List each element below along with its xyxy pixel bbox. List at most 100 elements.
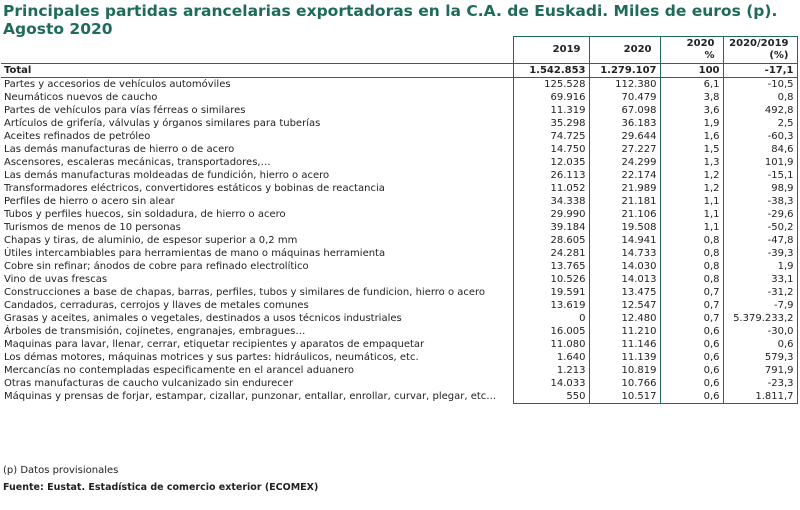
row-label: Útiles intercambiables para herramientas… <box>4 248 386 259</box>
row-value: 74.725 <box>512 130 589 143</box>
row-value: 3,8 <box>659 91 723 104</box>
row-value: -17,1 <box>722 63 798 78</box>
row-value: 0,6 <box>659 338 723 351</box>
row-value: 14.750 <box>512 143 589 156</box>
row-value: 550 <box>512 390 589 404</box>
row-value: 13.619 <box>512 299 589 312</box>
row-value: 1,3 <box>659 156 723 169</box>
row-value: 1,9 <box>722 260 798 273</box>
row-label: Otras manufacturas de caucho vulcanizado… <box>4 378 294 389</box>
row-value: -10,5 <box>722 77 798 91</box>
row-value: 13.765 <box>512 260 589 273</box>
row-value: 14.941 <box>588 234 660 247</box>
row-value: -23,3 <box>722 377 798 390</box>
row-value: 19.508 <box>588 221 660 234</box>
row-value: 1.213 <box>512 364 589 377</box>
exports-table: 2019 2020 2020 % 2020/2019 (%) Total 1.54… <box>1 36 798 404</box>
row-value: 0 <box>512 312 589 325</box>
row-label: Grasas y aceites, animales o vegetales, … <box>4 313 402 324</box>
row-label: Chapas y tiras, de aluminio, de espesor … <box>4 235 298 246</box>
total-row: Total 1.542.853 1.279.107 100 -17,1 <box>1 63 798 78</box>
row-value: 10.766 <box>588 377 660 390</box>
row-value: 1,1 <box>659 221 723 234</box>
table-row: Ascensores, escaleras mecánicas, transpo… <box>1 156 798 169</box>
row-value: 0,6 <box>659 390 723 404</box>
row-value: 35.298 <box>512 117 589 130</box>
row-value: 21.106 <box>588 208 660 221</box>
row-value: 14.030 <box>588 260 660 273</box>
row-value: -29,6 <box>722 208 798 221</box>
row-value: 100 <box>659 63 723 78</box>
row-value: 0,8 <box>659 260 723 273</box>
table-row: Las demás manufacturas de hierro o de ac… <box>1 143 798 156</box>
row-label: Las demás manufacturas de hierro o de ac… <box>4 144 235 155</box>
row-label: Las demás manufacturas moldeadas de fund… <box>4 170 330 181</box>
row-value: 0,6 <box>659 325 723 338</box>
column-header: 2020/2019 (%) <box>722 36 798 64</box>
row-label: Cobre sin refinar; ánodos de cobre para … <box>4 261 309 272</box>
row-value: 579,3 <box>722 351 798 364</box>
row-label: Partes de vehículos para vías férreas o … <box>4 105 246 116</box>
row-value: 0,7 <box>659 299 723 312</box>
source-note: Fuente: Eustat. Estadística de comercio … <box>3 482 319 493</box>
row-value: 36.183 <box>588 117 660 130</box>
row-label: Máquinas y prensas de forjar, estampar, … <box>4 391 497 403</box>
row-label: Artículos de grifería, válvulas y órgano… <box>4 118 321 129</box>
row-value: 0,8 <box>659 273 723 286</box>
row-value: 0,6 <box>659 351 723 364</box>
row-value: 791,9 <box>722 364 798 377</box>
row-value: 21.989 <box>588 182 660 195</box>
table-row: Partes de vehículos para vías férreas o … <box>1 104 798 117</box>
row-value: 1.640 <box>512 351 589 364</box>
row-value: -60,3 <box>722 130 798 143</box>
row-label: Vino de uvas frescas <box>4 274 108 285</box>
column-header: 2020 % <box>659 36 724 64</box>
row-value: 84,6 <box>722 143 798 156</box>
table-row: Transformadores eléctricos, convertidore… <box>1 182 798 195</box>
column-header: 2019 <box>512 36 590 64</box>
table-row: Partes y accesorios de vehículos automóv… <box>1 77 798 91</box>
row-value: 29.644 <box>588 130 660 143</box>
row-value: 11.080 <box>512 338 589 351</box>
row-value: 12.547 <box>588 299 660 312</box>
column-header: 2020 <box>588 36 661 64</box>
row-label: Maquinas para lavar, llenar, cerrar, eti… <box>4 339 425 350</box>
row-value: 21.181 <box>588 195 660 208</box>
row-label: Turismos de menos de 10 personas <box>4 222 181 233</box>
table-row: Útiles intercambiables para herramientas… <box>1 247 798 260</box>
row-value: 0,7 <box>659 286 723 299</box>
row-value: 14.733 <box>588 247 660 260</box>
row-label: Construcciones a base de chapas, barras,… <box>4 287 486 298</box>
row-value: 0,6 <box>722 338 798 351</box>
row-value: -50,2 <box>722 221 798 234</box>
row-value: 13.475 <box>588 286 660 299</box>
row-value: 14.013 <box>588 273 660 286</box>
table-row: Maquinas para lavar, llenar, cerrar, eti… <box>1 338 798 351</box>
table-row: Candados, cerraduras, cerrojos y llaves … <box>1 299 798 312</box>
row-value: 34.338 <box>512 195 589 208</box>
table-row: Construcciones a base de chapas, barras,… <box>1 286 798 299</box>
row-value: 1,6 <box>659 130 723 143</box>
row-value: -47,8 <box>722 234 798 247</box>
row-value: -15,1 <box>722 169 798 182</box>
row-value: 70.479 <box>588 91 660 104</box>
header-blank <box>1 36 513 64</box>
table-row: Chapas y tiras, de aluminio, de espesor … <box>1 234 798 247</box>
table-row: Otras manufacturas de caucho vulcanizado… <box>1 377 798 390</box>
row-value: 33,1 <box>722 273 798 286</box>
table-row: Árboles de transmisión, cojinetes, engra… <box>1 325 798 338</box>
row-value: 1,1 <box>659 208 723 221</box>
row-value: 0,6 <box>659 364 723 377</box>
table-row: Las demás manufacturas moldeadas de fund… <box>1 169 798 182</box>
table-row: Mercancías no contempladas especificamen… <box>1 364 798 377</box>
row-value: 0,8 <box>722 91 798 104</box>
row-value: 101,9 <box>722 156 798 169</box>
row-value: 6,1 <box>659 77 723 91</box>
row-value: 0,7 <box>659 312 723 325</box>
table-row: Aceites refinados de petróleo 74.725 29.64… <box>1 130 798 143</box>
row-label: Candados, cerraduras, cerrojos y llaves … <box>4 300 309 311</box>
row-value: 24.299 <box>588 156 660 169</box>
row-value: 28.605 <box>512 234 589 247</box>
row-value: 1.811,7 <box>722 390 798 404</box>
row-value: 1,9 <box>659 117 723 130</box>
